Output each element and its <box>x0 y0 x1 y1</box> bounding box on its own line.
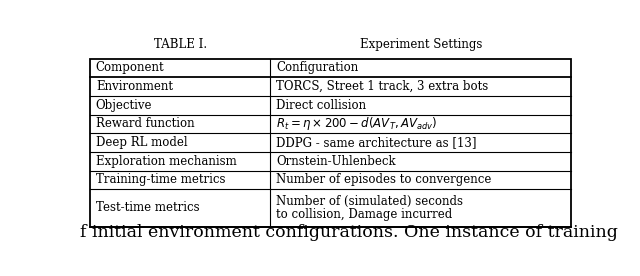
Text: Configuration: Configuration <box>276 62 358 75</box>
Text: Direct collision: Direct collision <box>276 99 367 112</box>
Text: Experiment Settings: Experiment Settings <box>360 38 482 51</box>
Text: Number of episodes to convergence: Number of episodes to convergence <box>276 173 492 186</box>
Text: TORCS, Street 1 track, 3 extra bots: TORCS, Street 1 track, 3 extra bots <box>276 80 488 93</box>
Text: Exploration mechanism: Exploration mechanism <box>96 155 237 168</box>
Text: DDPG - same architecture as [13]: DDPG - same architecture as [13] <box>276 136 477 149</box>
Text: Number of (simulated) seconds: Number of (simulated) seconds <box>276 195 463 208</box>
Text: Training-time metrics: Training-time metrics <box>96 173 225 186</box>
Text: to collision, Damage incurred: to collision, Damage incurred <box>276 208 452 221</box>
Text: Objective: Objective <box>96 99 152 112</box>
Text: f initial environment configurations. One instance of training: f initial environment configurations. On… <box>80 224 618 242</box>
Text: $R_t = \eta \times 200 - d(AV_T, AV_{adv})$: $R_t = \eta \times 200 - d(AV_T, AV_{adv… <box>276 115 438 132</box>
Text: Test-time metrics: Test-time metrics <box>96 201 200 214</box>
Text: Deep RL model: Deep RL model <box>96 136 188 149</box>
Text: Environment: Environment <box>96 80 173 93</box>
Text: TABLE I.: TABLE I. <box>154 38 207 51</box>
Text: Component: Component <box>96 62 164 75</box>
Text: Reward function: Reward function <box>96 117 195 131</box>
Text: Ornstein-Uhlenbeck: Ornstein-Uhlenbeck <box>276 155 396 168</box>
